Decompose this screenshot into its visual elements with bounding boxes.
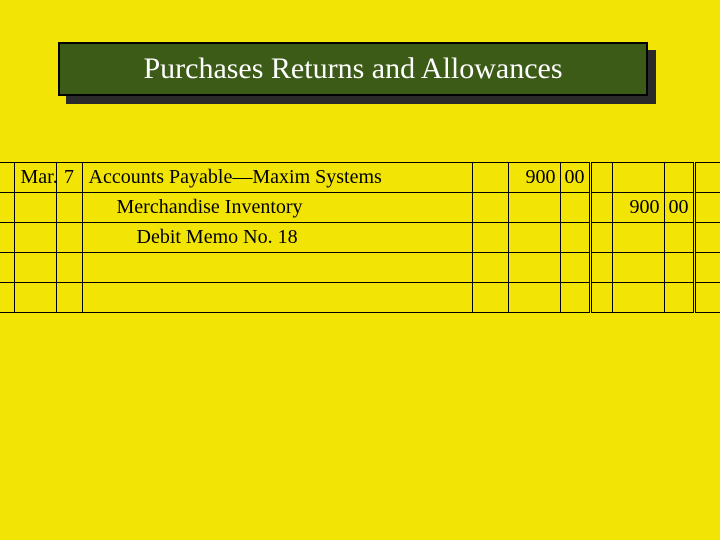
pad — [0, 163, 14, 193]
journal-grid: Mar. 7 Accounts Payable—Maxim Systems 90… — [0, 162, 720, 313]
pad — [0, 283, 14, 313]
cell-description — [82, 283, 472, 313]
cell-month — [14, 223, 56, 253]
cell-postref — [472, 193, 508, 223]
pad — [694, 253, 720, 283]
cell-day — [56, 223, 82, 253]
cell-day — [56, 283, 82, 313]
cell-credit-dollars — [612, 253, 664, 283]
cell-credit-cents — [664, 163, 694, 193]
cell-debit-dollars — [508, 253, 560, 283]
title-box: Purchases Returns and Allowances — [58, 42, 648, 96]
journal-table: Mar. 7 Accounts Payable—Maxim Systems 90… — [0, 162, 720, 313]
cell-postref — [472, 223, 508, 253]
cell-description: Debit Memo No. 18 — [82, 223, 472, 253]
cell-postref — [472, 283, 508, 313]
cell-day: 7 — [56, 163, 82, 193]
table-row: Merchandise Inventory 900 00 — [0, 193, 720, 223]
cell-debit-dollars — [508, 223, 560, 253]
cell-gap — [590, 223, 612, 253]
pad — [694, 223, 720, 253]
cell-debit-cents — [560, 193, 590, 223]
pad — [694, 163, 720, 193]
cell-debit-cents — [560, 223, 590, 253]
pad — [694, 283, 720, 313]
cell-description: Accounts Payable—Maxim Systems — [82, 163, 472, 193]
cell-gap — [590, 253, 612, 283]
table-row: Mar. 7 Accounts Payable—Maxim Systems 90… — [0, 163, 720, 193]
pad — [0, 193, 14, 223]
cell-debit-dollars — [508, 193, 560, 223]
pad — [694, 193, 720, 223]
cell-description — [82, 253, 472, 283]
cell-credit-cents: 00 — [664, 193, 694, 223]
pad — [0, 223, 14, 253]
table-row — [0, 253, 720, 283]
cell-credit-cents — [664, 283, 694, 313]
cell-day — [56, 253, 82, 283]
cell-postref — [472, 253, 508, 283]
cell-month — [14, 253, 56, 283]
pad — [0, 253, 14, 283]
cell-month — [14, 193, 56, 223]
cell-gap — [590, 163, 612, 193]
cell-day — [56, 193, 82, 223]
cell-credit-dollars — [612, 223, 664, 253]
cell-credit-dollars — [612, 163, 664, 193]
cell-debit-dollars — [508, 283, 560, 313]
cell-description: Merchandise Inventory — [82, 193, 472, 223]
page-title: Purchases Returns and Allowances — [143, 52, 562, 86]
cell-credit-dollars — [612, 283, 664, 313]
table-row: Debit Memo No. 18 — [0, 223, 720, 253]
table-row — [0, 283, 720, 313]
cell-credit-cents — [664, 253, 694, 283]
cell-debit-cents: 00 — [560, 163, 590, 193]
cell-gap — [590, 283, 612, 313]
cell-debit-dollars: 900 — [508, 163, 560, 193]
cell-postref — [472, 163, 508, 193]
cell-credit-cents — [664, 223, 694, 253]
cell-month: Mar. — [14, 163, 56, 193]
title-banner: Purchases Returns and Allowances — [58, 42, 648, 96]
cell-gap — [590, 193, 612, 223]
cell-debit-cents — [560, 253, 590, 283]
cell-credit-dollars: 900 — [612, 193, 664, 223]
cell-debit-cents — [560, 283, 590, 313]
cell-month — [14, 283, 56, 313]
